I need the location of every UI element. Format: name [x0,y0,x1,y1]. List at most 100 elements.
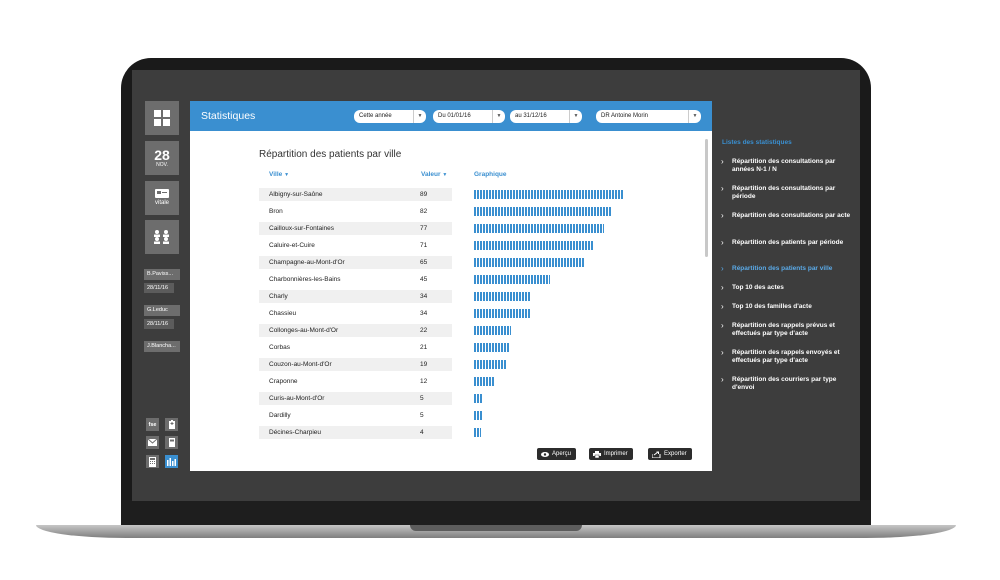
date-from-value: Du 01/01/16 [438,113,471,119]
stats-list-item[interactable]: › Répartition des patients par ville [721,265,852,273]
stats-list-item-label: Top 10 des actes [732,284,784,291]
table-row[interactable]: Chassieu 34 [259,307,452,320]
table-row[interactable]: Craponne 12 [259,375,452,388]
calculator-icon[interactable] [146,455,159,468]
page-title: Statistiques [201,110,256,122]
value-cell: 5 [420,412,424,419]
stats-icon[interactable] [165,455,178,468]
city-cell: Corbas [269,344,290,351]
stats-list-item[interactable]: › Répartition des consultations par acte [721,212,852,220]
preview-label: Aperçu [552,451,572,457]
sidebar: 28 NOV. vitale B.Paviss... 28/11/16 G.Le… [132,70,190,501]
chevron-right-icon: › [721,283,724,292]
stats-list-item-label: Répartition des consultations par années… [732,158,836,173]
stats-list-item[interactable]: › Top 10 des actes [721,284,852,292]
scrollbar[interactable] [705,139,708,257]
city-cell: Bron [269,208,283,215]
stats-list-item[interactable]: › Top 10 des familles d'acte [721,303,852,311]
city-cell: Décines-Charpieu [269,429,322,436]
vitale-button[interactable]: vitale [145,181,179,215]
stats-list-item[interactable]: › Répartition des patients par période [721,239,852,247]
value-cell: 19 [420,361,428,368]
date-to-select[interactable]: au 31/12/16 ▼ [510,110,582,123]
value-bar [474,309,531,318]
stats-list-item-label: Répartition des patients par période [732,239,844,246]
value-cell: 22 [420,327,428,334]
stats-list-item[interactable]: › Répartition des consultations par pério… [721,185,852,201]
table-row[interactable]: Dardilly 5 [259,409,452,422]
value-bar [474,258,584,267]
table-row[interactable]: Charly 34 [259,290,452,303]
patient-tab-date: 28/11/16 [144,283,174,293]
calendar-button[interactable]: 28 NOV. [145,141,179,175]
preview-button[interactable]: Aperçu [537,448,577,460]
mail-icon[interactable] [146,436,159,449]
value-bar [474,190,624,199]
period-select[interactable]: Cette année ▼ [354,110,426,123]
stats-list-item[interactable]: › Répartition des rappels envoyés et effe… [721,349,852,365]
table-row[interactable]: Champagne-au-Mont-d'Or 65 [259,256,452,269]
value-cell: 45 [420,276,428,283]
table-row[interactable]: Corbas 21 [259,341,452,354]
date-to-value: au 31/12/16 [515,113,547,119]
chevron-right-icon: › [721,211,724,220]
table-row[interactable]: Caluire-et-Cuire 71 [259,239,452,252]
value-cell: 21 [420,344,428,351]
stats-list-item-label: Répartition des patients par ville [732,265,833,272]
table-row[interactable]: Charbonnières-les-Bains 45 [259,273,452,286]
value-bar [474,224,604,233]
dashboard-button[interactable] [145,101,179,135]
table-row[interactable]: Décines-Charpieu 4 [259,426,452,439]
print-button[interactable]: Imprimer [589,448,633,460]
value-bar [474,343,509,352]
stats-list-item-label: Top 10 des familles d'acte [732,303,812,310]
chevron-right-icon: › [721,264,724,273]
value-bar [474,241,594,250]
stats-list-item[interactable]: › Répartition des courriers par type d'en… [721,376,852,392]
export-button[interactable]: Exporter [648,448,692,460]
city-cell: Dardilly [269,412,291,419]
patient-tab-date: 28/11/16 [144,319,174,329]
patient-tab[interactable]: G.Leduc [144,305,180,316]
city-cell: Cailloux-sur-Fontaines [269,225,335,232]
calendar-month: NOV. [156,162,168,168]
stats-list-item[interactable]: › Répartition des consultations par année… [721,158,852,174]
stats-list-item[interactable]: › Répartition des rappels prévus et effec… [721,322,852,338]
patient-tab[interactable]: J.Blancha... [144,341,180,352]
fse-button[interactable]: fse [146,418,159,431]
table-row[interactable]: Couzon-au-Mont-d'Or 19 [259,358,452,371]
stats-list-title: Listes des statistiques [722,139,792,146]
col-city-header[interactable]: Ville ▼ [269,171,290,178]
chevron-right-icon: › [721,375,724,384]
value-bar [474,377,494,386]
stats-list-item-label: Répartition des courriers par type d'env… [732,376,837,391]
chevron-down-icon: ▼ [492,110,505,123]
device-icon[interactable] [165,436,178,449]
chevron-right-icon: › [721,184,724,193]
patients-button[interactable] [145,220,179,254]
export-label: Exporter [664,451,687,457]
table-row[interactable]: Albigny-sur-Saône 89 [259,188,452,201]
col-chart-header: Graphique [474,171,507,178]
table-row[interactable]: Cailloux-sur-Fontaines 77 [259,222,452,235]
print-label: Imprimer [604,451,628,457]
table-row[interactable]: Curis-au-Mont-d'Or 5 [259,392,452,405]
doctor-select[interactable]: DR Antoine Morin ▼ [596,110,701,123]
value-cell: 89 [420,191,428,198]
value-bar [474,326,511,335]
stats-list-item-label: Répartition des consultations par acte [732,212,851,219]
vitale-label: vitale [154,200,169,206]
table-row[interactable]: Bron 82 [259,205,452,218]
patient-tab[interactable]: B.Paviss... [144,269,180,280]
value-cell: 4 [420,429,424,436]
battery-icon[interactable] [165,418,178,431]
value-cell: 65 [420,259,428,266]
city-cell: Albigny-sur-Saône [269,191,323,198]
stats-list-item-label: Répartition des rappels prévus et effect… [732,322,835,337]
city-cell: Chassieu [269,310,297,317]
col-value-header[interactable]: Valeur ▼ [421,171,448,178]
table-row[interactable]: Collonges-au-Mont-d'Or 22 [259,324,452,337]
value-bar [474,394,482,403]
value-bar [474,207,612,216]
date-from-select[interactable]: Du 01/01/16 ▼ [433,110,505,123]
